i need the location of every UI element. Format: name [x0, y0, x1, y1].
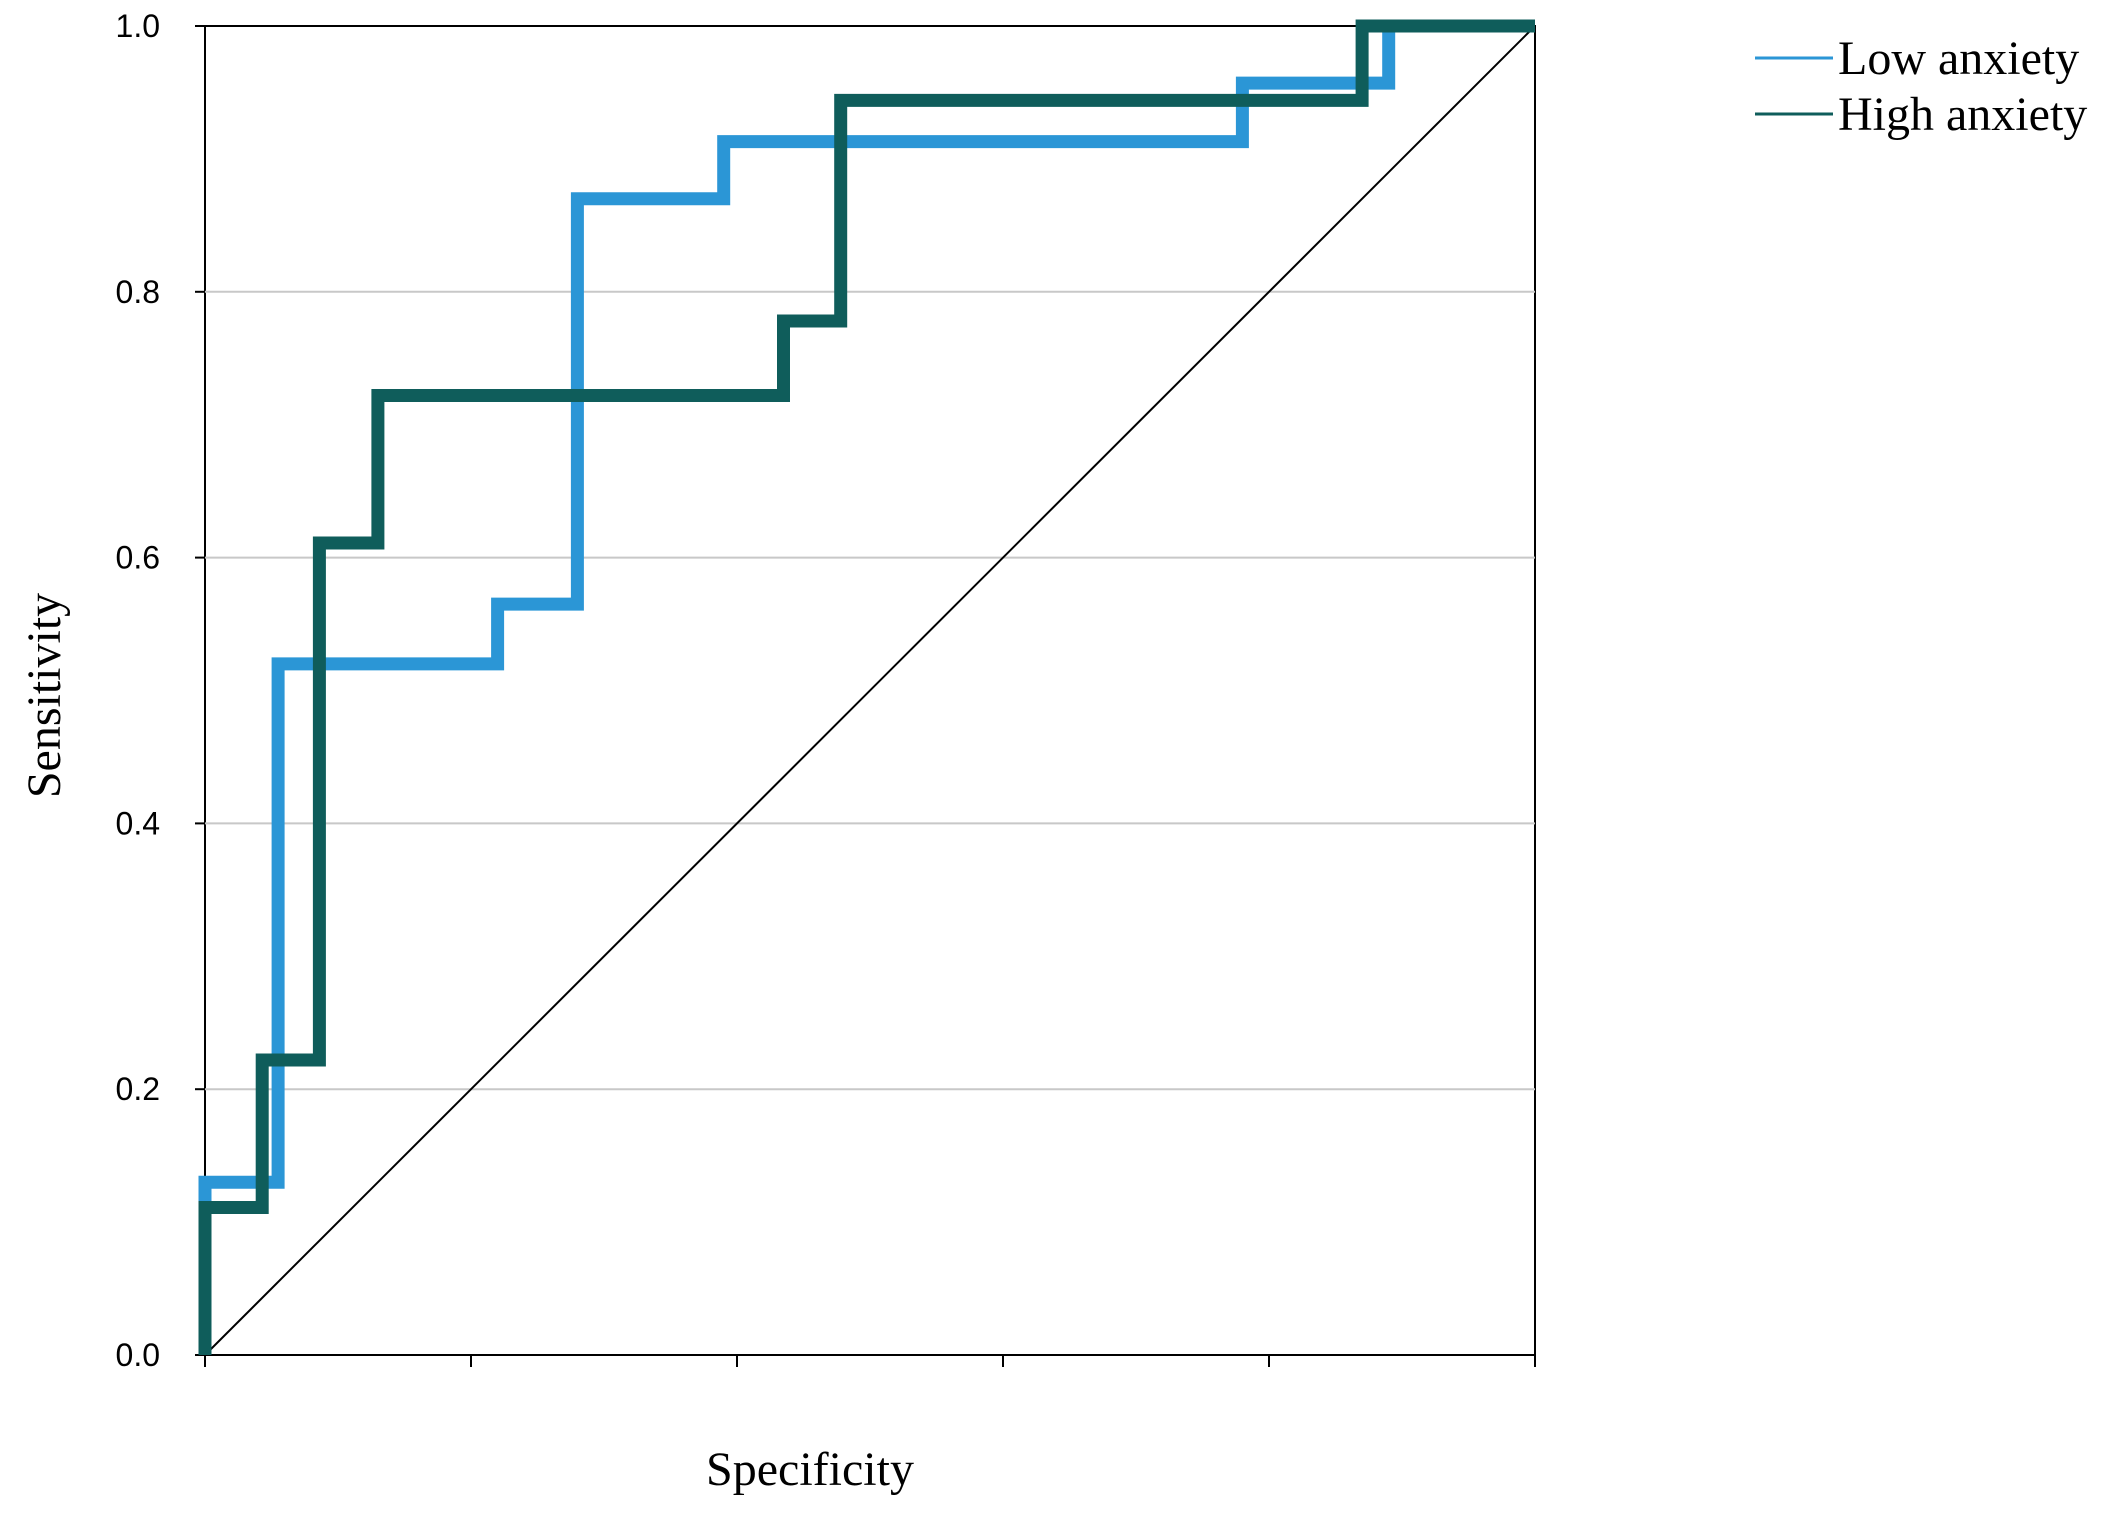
y-tick-label: 0.4 [116, 805, 160, 841]
legend-label-low-anxiety: Low anxiety [1838, 32, 2079, 85]
y-axis-title: Sensitivity [18, 593, 71, 798]
y-tick-label: 0.0 [116, 1337, 160, 1373]
gridlines [205, 290, 1535, 1091]
legend-label-high-anxiety: High anxiety [1838, 88, 2087, 141]
y-tick-label: 0.8 [116, 274, 160, 310]
reference-diagonal-line [204, 25, 1536, 1356]
y-tick-label: 0.2 [116, 1071, 160, 1107]
series-layer [198, 19, 1535, 1355]
y-axis-ticks: 0.0 0.2 0.4 0.6 0.8 1.0 [116, 8, 205, 1373]
y-tick-label: 1.0 [116, 8, 160, 44]
y-tick-label: 0.6 [116, 540, 160, 576]
series-line-high-anxiety [198, 19, 1535, 1355]
x-axis-ticks [204, 1355, 1536, 1367]
legend: Low anxiety High anxiety [1755, 32, 2087, 141]
x-axis-title: Specificity [706, 1443, 914, 1496]
plot-area-frame [204, 25, 1536, 1356]
